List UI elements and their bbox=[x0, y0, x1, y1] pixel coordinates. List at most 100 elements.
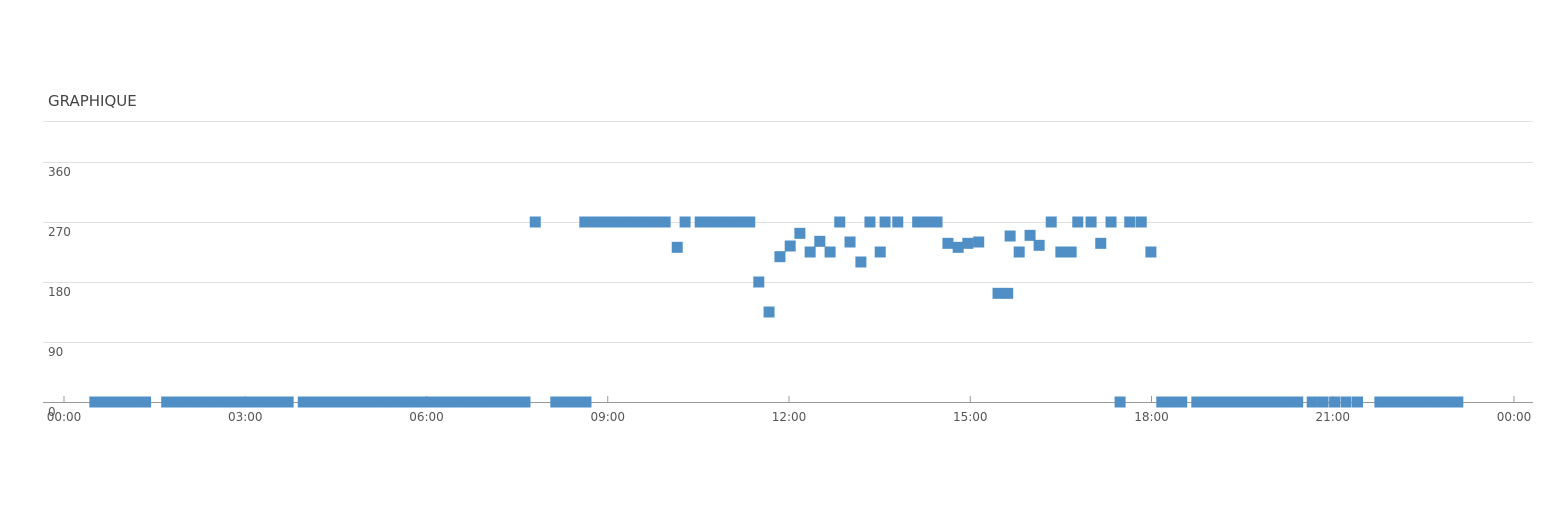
x-tick-label: 12:00 bbox=[772, 410, 807, 424]
point bbox=[469, 396, 481, 408]
point bbox=[659, 216, 671, 228]
point bbox=[784, 240, 796, 252]
point bbox=[589, 216, 601, 228]
point bbox=[580, 396, 592, 408]
point bbox=[338, 396, 350, 408]
point bbox=[962, 237, 974, 249]
point bbox=[221, 396, 233, 408]
point bbox=[1004, 230, 1016, 242]
point bbox=[1114, 396, 1126, 408]
point bbox=[704, 216, 716, 228]
point bbox=[1013, 246, 1025, 258]
point bbox=[1105, 216, 1117, 228]
point bbox=[629, 216, 641, 228]
point bbox=[1033, 239, 1045, 251]
point bbox=[358, 396, 370, 408]
point bbox=[774, 251, 786, 263]
point bbox=[99, 396, 111, 408]
point bbox=[1306, 396, 1318, 408]
point bbox=[763, 306, 775, 318]
point bbox=[892, 216, 904, 228]
point bbox=[231, 396, 243, 408]
point bbox=[109, 396, 121, 408]
point bbox=[201, 396, 213, 408]
point bbox=[327, 396, 339, 408]
point bbox=[129, 396, 141, 408]
point bbox=[992, 287, 1004, 299]
point bbox=[1045, 216, 1057, 228]
point bbox=[824, 246, 836, 258]
point bbox=[1211, 396, 1223, 408]
point bbox=[308, 396, 320, 408]
point bbox=[388, 396, 400, 408]
point bbox=[973, 236, 985, 248]
x-tick-label: 09:00 bbox=[590, 410, 625, 424]
x-tick-label: 15:00 bbox=[953, 410, 988, 424]
point bbox=[378, 396, 390, 408]
point bbox=[1135, 216, 1147, 228]
point bbox=[834, 216, 846, 228]
point bbox=[459, 396, 471, 408]
point bbox=[1425, 396, 1437, 408]
point bbox=[242, 396, 254, 408]
point bbox=[282, 396, 294, 408]
point bbox=[1231, 396, 1243, 408]
point bbox=[579, 216, 591, 228]
x-tick-label: 21:00 bbox=[1315, 410, 1350, 424]
point bbox=[599, 216, 611, 228]
point bbox=[272, 396, 284, 408]
point bbox=[519, 396, 531, 408]
point bbox=[864, 216, 876, 228]
point bbox=[649, 216, 661, 228]
point bbox=[1176, 396, 1188, 408]
point bbox=[448, 396, 460, 408]
point bbox=[1241, 396, 1253, 408]
point bbox=[1292, 396, 1304, 408]
point bbox=[744, 216, 756, 228]
point bbox=[1384, 396, 1396, 408]
point bbox=[714, 216, 726, 228]
x-tick-label: 00:00 bbox=[1497, 410, 1532, 424]
point bbox=[1262, 396, 1273, 408]
point bbox=[509, 396, 521, 408]
point bbox=[489, 396, 501, 408]
point bbox=[609, 216, 621, 228]
point bbox=[1394, 396, 1406, 408]
point bbox=[140, 396, 152, 408]
point bbox=[1281, 396, 1293, 408]
point bbox=[794, 227, 806, 239]
x-tick-label: 06:00 bbox=[409, 410, 444, 424]
point bbox=[922, 216, 934, 228]
point bbox=[1445, 396, 1457, 408]
point bbox=[931, 216, 943, 228]
point bbox=[1352, 396, 1364, 408]
y-tick-label: 360 bbox=[48, 165, 71, 179]
point bbox=[1329, 396, 1341, 408]
point bbox=[1024, 229, 1036, 241]
point bbox=[724, 216, 736, 228]
point bbox=[874, 246, 886, 258]
point bbox=[753, 276, 765, 288]
point bbox=[679, 216, 691, 228]
point bbox=[694, 216, 706, 228]
point bbox=[855, 256, 867, 268]
point bbox=[550, 396, 562, 408]
point bbox=[1065, 246, 1077, 258]
point bbox=[1251, 396, 1263, 408]
point bbox=[161, 396, 173, 408]
point bbox=[942, 237, 954, 249]
point bbox=[1434, 396, 1446, 408]
point bbox=[408, 396, 420, 408]
point bbox=[499, 396, 511, 408]
point bbox=[1317, 396, 1329, 408]
point bbox=[734, 216, 746, 228]
point bbox=[1201, 396, 1213, 408]
y-tick-label: 0 bbox=[48, 405, 56, 419]
point bbox=[171, 396, 183, 408]
point bbox=[297, 396, 309, 408]
point bbox=[1221, 396, 1233, 408]
point bbox=[619, 216, 631, 228]
point bbox=[570, 396, 582, 408]
point bbox=[89, 396, 101, 408]
